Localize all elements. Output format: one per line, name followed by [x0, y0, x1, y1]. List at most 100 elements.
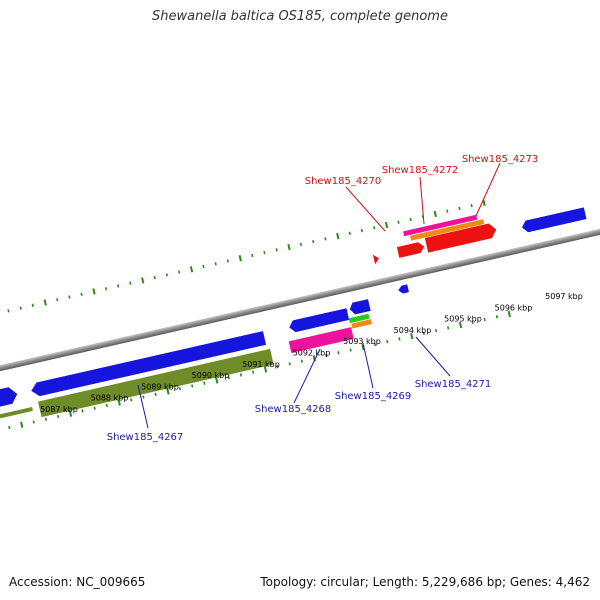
major-tick: [458, 321, 463, 329]
minor-tick: [214, 262, 217, 266]
gene-feature[interactable]: [348, 313, 370, 324]
minor-tick: [397, 220, 400, 224]
gene-label[interactable]: Shew185_4273: [462, 154, 539, 165]
gene-label[interactable]: Shew185_4271: [415, 379, 492, 390]
scale-label: 5097 kbp: [545, 292, 583, 301]
scale-label: 5093 kbp: [343, 337, 381, 346]
gene-feature[interactable]: [0, 407, 33, 444]
minor-tick: [458, 206, 461, 211]
minor-tick: [252, 370, 255, 374]
minor-tick: [104, 287, 108, 291]
gene-feature[interactable]: [397, 284, 409, 294]
major-tick: [433, 210, 437, 218]
minor-tick: [288, 362, 291, 366]
minor-tick: [31, 303, 34, 307]
callout-line: [293, 348, 321, 404]
gene-feature[interactable]: [403, 214, 478, 237]
gene-feature[interactable]: [521, 207, 587, 233]
minor-tick: [495, 315, 499, 319]
minor-tick: [422, 331, 425, 336]
minor-tick: [275, 248, 278, 252]
minor-tick: [178, 387, 182, 391]
minor-tick: [202, 264, 205, 269]
accession-text: Accession: NC_009665: [9, 575, 146, 589]
minor-tick: [373, 226, 376, 230]
lower-tick-track: [8, 310, 511, 430]
scale-label: 5092 kbp: [293, 349, 331, 358]
minor-tick: [349, 348, 352, 352]
scale-label: 5090 kbp: [192, 371, 230, 380]
gene-feature[interactable]: [37, 348, 274, 418]
minor-tick: [56, 298, 59, 302]
gene-label[interactable]: Shew185_4272: [382, 165, 459, 176]
gene-label[interactable]: Shew185_4270: [305, 176, 382, 187]
gene-feature[interactable]: [396, 241, 426, 258]
major-tick: [20, 421, 24, 428]
scale-label: 5095 kbp: [444, 315, 482, 324]
minor-tick: [56, 414, 60, 419]
minor-tick: [337, 351, 340, 355]
minor-tick: [177, 270, 181, 274]
genome-backbone: [0, 199, 600, 396]
minor-tick: [129, 281, 132, 285]
minor-tick: [93, 406, 96, 410]
scale-label: 5089 kbp: [141, 382, 179, 391]
minor-tick: [263, 251, 266, 255]
minor-tick: [324, 237, 327, 241]
minor-tick: [8, 425, 11, 430]
scale-label: 5096 kbp: [495, 303, 533, 312]
minor-tick: [142, 395, 145, 399]
major-tick: [410, 332, 414, 340]
gene-label[interactable]: Shew185_4269: [335, 391, 412, 402]
minor-tick: [203, 381, 206, 385]
gene-label[interactable]: Shew185_4268: [255, 404, 332, 415]
minor-tick: [191, 384, 194, 388]
minor-tick: [409, 217, 412, 222]
minor-tick: [81, 409, 84, 413]
genome-stats-text: Topology: circular; Length: 5,229,686 bp…: [260, 575, 590, 589]
gene-label[interactable]: Shew185_4267: [107, 432, 184, 443]
scale-label: 5087 kbp: [40, 405, 78, 414]
minor-tick: [227, 376, 230, 380]
minor-tick: [32, 420, 35, 424]
gene-feature[interactable]: [409, 219, 485, 241]
minor-tick: [105, 403, 108, 408]
minor-tick: [44, 417, 48, 421]
gene-feature[interactable]: [424, 222, 498, 253]
major-tick: [336, 232, 340, 240]
minor-tick: [398, 337, 401, 341]
minor-tick: [325, 353, 328, 358]
gene-feature[interactable]: [30, 331, 267, 398]
gene-feature[interactable]: [351, 319, 373, 329]
gene-feature[interactable]: [288, 308, 350, 333]
major-tick: [238, 255, 242, 262]
major-tick: [92, 288, 96, 295]
scale-label: 5094 kbp: [394, 326, 432, 335]
minor-tick: [19, 306, 22, 310]
major-tick: [68, 410, 73, 417]
major-tick: [117, 399, 121, 406]
scale-label: 5088 kbp: [91, 394, 129, 403]
gene-feature[interactable]: [348, 299, 371, 315]
callout-line: [362, 342, 374, 389]
minor-tick: [470, 203, 473, 208]
minor-tick: [360, 228, 364, 233]
minor-tick: [300, 359, 303, 363]
gene-feature[interactable]: [372, 254, 380, 265]
major-tick: [141, 277, 145, 284]
callout-line: [475, 162, 501, 217]
gene-feature[interactable]: [288, 327, 354, 354]
minor-tick: [7, 309, 10, 313]
gene-feature[interactable]: [0, 386, 19, 432]
upper-tick-track: [7, 199, 486, 313]
minor-tick: [373, 342, 377, 347]
minor-tick: [276, 364, 279, 369]
minor-tick: [434, 328, 438, 333]
major-tick: [43, 299, 47, 306]
minor-tick: [447, 326, 450, 330]
scale-label: 5091 kbp: [242, 360, 280, 369]
major-tick: [215, 377, 219, 384]
minor-tick: [165, 273, 169, 277]
callout-line: [137, 384, 149, 429]
